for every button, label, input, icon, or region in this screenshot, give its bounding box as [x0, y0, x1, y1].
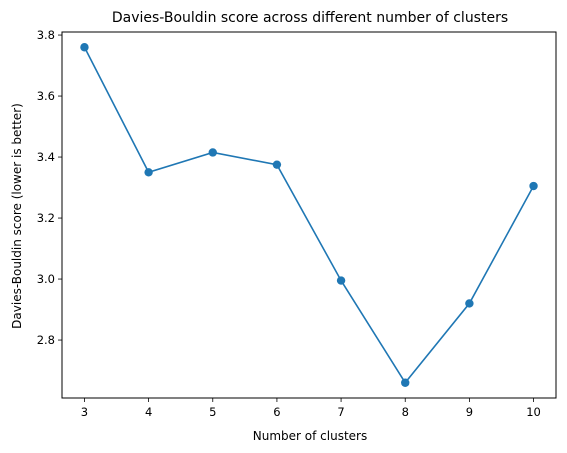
series-markers: [80, 43, 538, 387]
data-point: [208, 148, 217, 157]
x-tick-label: 10: [526, 405, 541, 419]
data-point: [144, 168, 153, 177]
x-tick-label: 3: [81, 405, 88, 419]
y-tick-label: 3.6: [37, 89, 55, 103]
y-axis-label: Davies-Bouldin score (lower is better): [10, 103, 24, 329]
x-tick-label: 8: [402, 405, 409, 419]
x-axis-label: Number of clusters: [253, 429, 367, 443]
data-point: [336, 276, 346, 285]
x-tick-label: 6: [273, 405, 280, 419]
plot-area: [61, 31, 557, 399]
y-tick-label: 3.0: [37, 272, 55, 286]
y-tick-label: 2.8: [37, 333, 55, 347]
data-point: [401, 378, 410, 387]
x-tick-label: 9: [466, 405, 473, 419]
x-tick-label: 5: [209, 405, 216, 419]
data-point: [80, 43, 89, 52]
x-tick-label: 7: [337, 405, 344, 419]
data-point: [465, 299, 474, 308]
y-tick-label: 3.4: [37, 150, 55, 164]
x-tick-label: 4: [145, 405, 152, 419]
y-tick-label: 3.8: [37, 28, 55, 42]
data-point: [529, 181, 538, 191]
y-axis: 2.8 3.0 3.2 3.4 3.6 3.8: [37, 28, 62, 347]
x-axis: 3 4 5 6 7 8 9 10: [81, 398, 541, 419]
chart-title: Davies-Bouldin score across different nu…: [112, 10, 508, 26]
y-tick-label: 3.2: [37, 211, 55, 225]
data-point: [272, 160, 282, 169]
series-line: [83, 46, 535, 385]
